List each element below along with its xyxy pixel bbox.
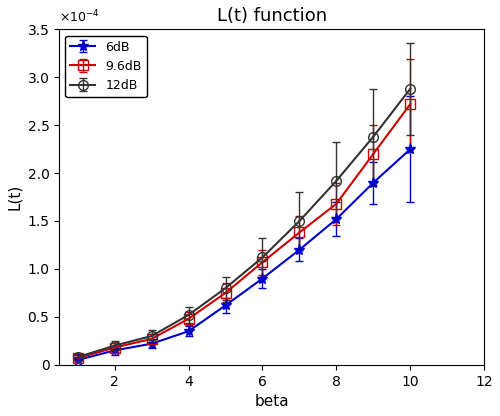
Y-axis label: L(t): L(t)	[7, 184, 22, 210]
Text: $\times 10^{-4}$: $\times 10^{-4}$	[59, 9, 100, 25]
X-axis label: beta: beta	[254, 394, 289, 409]
Legend: 6dB, 9.6dB, 12dB: 6dB, 9.6dB, 12dB	[66, 35, 147, 97]
Title: L(t) function: L(t) function	[216, 7, 327, 25]
